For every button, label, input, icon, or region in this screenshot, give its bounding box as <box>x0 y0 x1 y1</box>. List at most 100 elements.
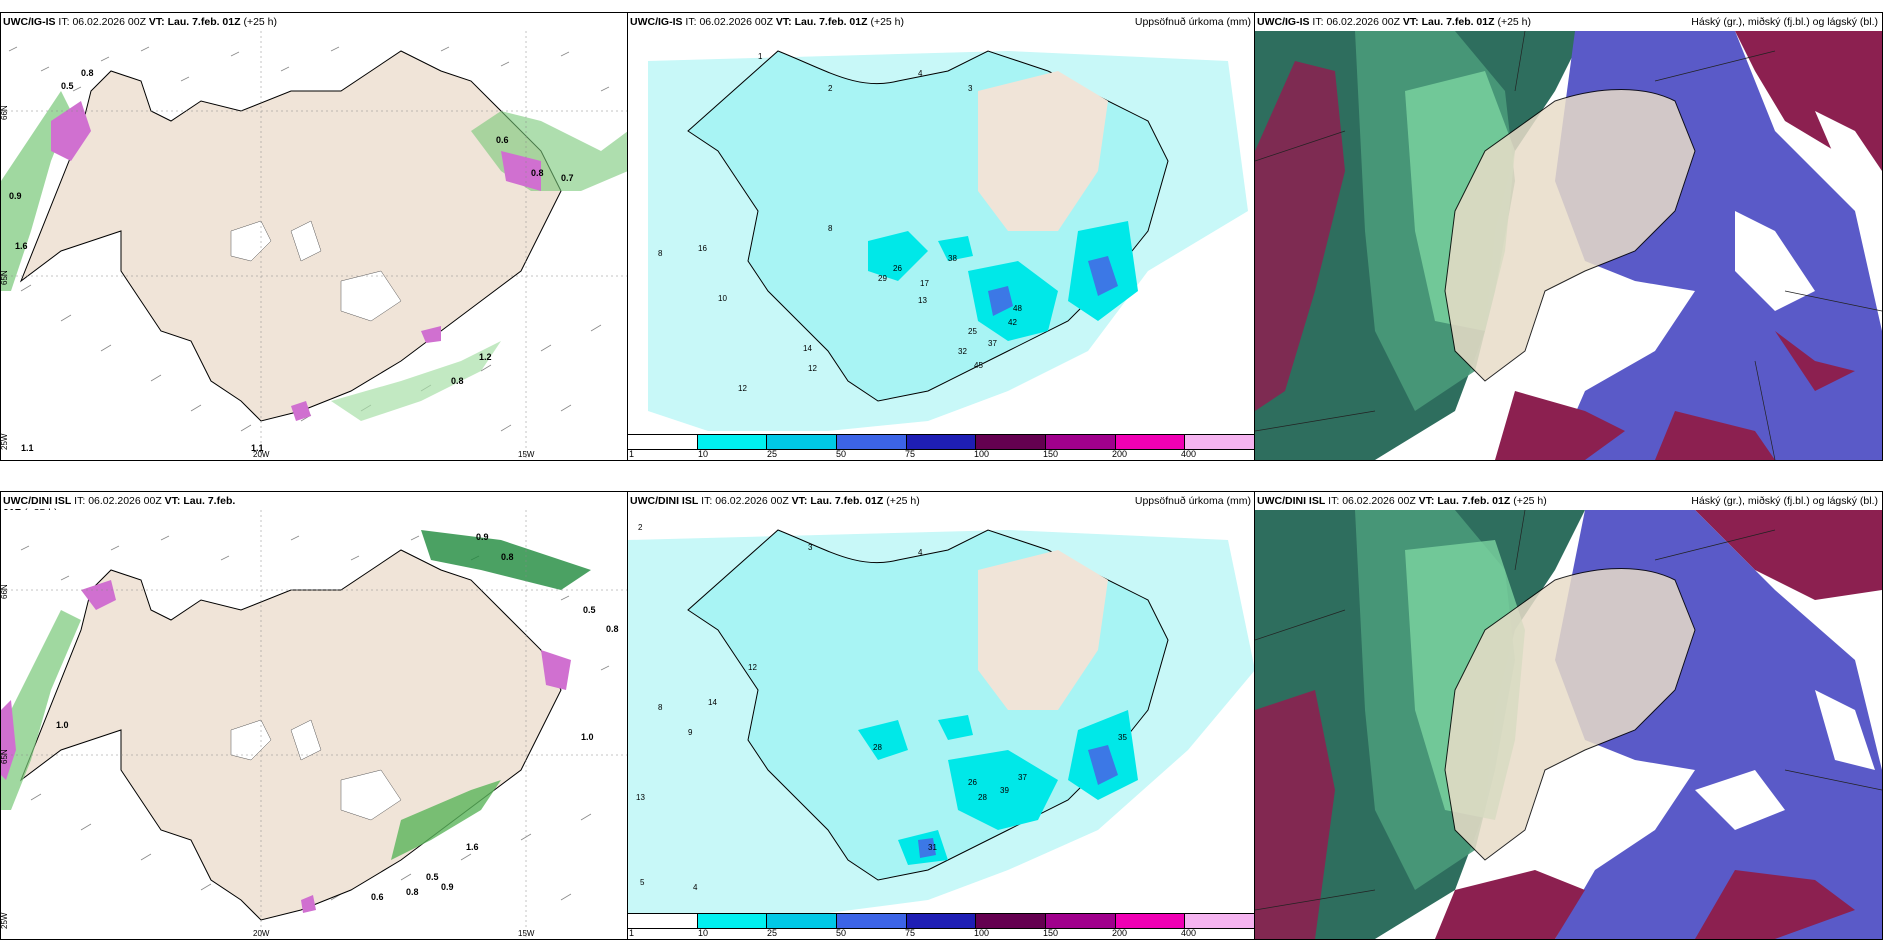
colorbar-cell <box>1185 435 1255 449</box>
precip-value: 32 <box>958 347 967 356</box>
wind-value: 1.1 <box>251 443 264 453</box>
lon-label-25: 25W <box>1 912 9 929</box>
panel-header: UWC/DINI ISL IT: 06.02.2026 00Z VT: Lau.… <box>1257 495 1547 507</box>
map-precip: 1 2 4 3 8 10 12 16 29 26 38 17 13 25 32 … <box>628 31 1255 434</box>
precip-value: 8 <box>658 249 663 258</box>
colorbar-tick: 50 <box>836 928 847 938</box>
wind-value: 0.6 <box>496 135 509 145</box>
precip-value: 16 <box>698 244 707 253</box>
precip-value: 31 <box>928 843 937 852</box>
precip-value: 48 <box>1013 304 1022 313</box>
colorbar-tick: 100 <box>974 449 990 459</box>
wind-value: 0.6 <box>371 892 384 902</box>
precip-value: 17 <box>920 279 929 288</box>
precip-value: 38 <box>948 254 957 263</box>
colorbar-cell <box>767 435 838 449</box>
wind-value: 1.1 <box>21 443 34 453</box>
precip-value: 4 <box>693 883 698 892</box>
colorbar-tick: 150 <box>1043 928 1059 938</box>
precip-value: 14 <box>708 698 717 707</box>
colorbar-cell <box>906 435 977 449</box>
colorbar-tick: 10 <box>698 928 709 938</box>
colorbar-tick: 50 <box>836 449 847 459</box>
colorbar-cell <box>837 435 907 449</box>
lat-label-66: 66N <box>1 105 9 120</box>
precip-value: 25 <box>968 327 977 336</box>
colorbar-tick: 75 <box>905 449 916 459</box>
precip-value: 5 <box>640 878 645 887</box>
precip-value: 9 <box>688 728 693 737</box>
wind-value: 1.6 <box>15 241 28 251</box>
precip-value: 2 <box>638 523 643 532</box>
map-wind: 66N 65N 25W 20W 15W 0.8 0.5 0.9 1.6 1.2 … <box>1 31 628 460</box>
colorbar-cell <box>697 435 768 449</box>
colorbar: 1 10 25 50 75 100 150 200 400 <box>628 913 1255 939</box>
precip-value: 10 <box>718 294 727 303</box>
wind-value: 0.5 <box>61 81 74 91</box>
precip-value: 45 <box>974 361 983 370</box>
colorbar-cell <box>628 914 698 928</box>
map-precip: 2 3 4 8 9 12 14 28 26 28 31 37 39 35 13 … <box>628 510 1255 913</box>
colorbar-tick: 10 <box>698 449 709 459</box>
precip-value: 13 <box>918 296 927 305</box>
map-wind: 66N 65N 25W 20W 15W 0.9 0.8 0.5 0.8 1.0 … <box>1 510 628 939</box>
colorbar-cell <box>906 914 977 928</box>
colorbar-cell <box>1046 435 1116 449</box>
precip-value: 1 <box>758 52 763 61</box>
precip-value: 12 <box>808 364 817 373</box>
precip-value: 8 <box>658 703 663 712</box>
panel-precip-dini: UWC/DINI ISL IT: 06.02.2026 00Z VT: Lau.… <box>627 491 1256 940</box>
precip-value: 28 <box>978 793 987 802</box>
wind-value: 1.2 <box>479 352 492 362</box>
colorbar-tick: 200 <box>1112 928 1128 938</box>
colorbar-cell <box>1046 914 1116 928</box>
lat-label-65: 65N <box>1 749 9 764</box>
colorbar-tick: 100 <box>974 928 990 938</box>
colorbar-tick: 400 <box>1181 928 1197 938</box>
precip-value: 37 <box>1018 773 1027 782</box>
lon-label-15: 15W <box>518 450 535 459</box>
precip-value: 37 <box>988 339 997 348</box>
colorbar-cell <box>1185 914 1255 928</box>
wind-value: 0.9 <box>476 532 489 542</box>
colorbar-tick: 200 <box>1112 449 1128 459</box>
colorbar-tick: 1 <box>629 928 635 938</box>
wind-value: 0.5 <box>583 605 596 615</box>
precip-value: 12 <box>748 663 757 672</box>
wind-value: 0.7 <box>561 173 574 183</box>
panel-subtitle: Uppsöfnuð úrkoma (mm) <box>1134 16 1251 28</box>
panel-header: UWC/IG-IS IT: 06.02.2026 00Z VT: Lau. 7.… <box>630 16 905 28</box>
lat-label-66: 66N <box>1 584 9 599</box>
precip-value: 26 <box>968 778 977 787</box>
colorbar-tick: 75 <box>905 928 916 938</box>
colorbar-tick: 25 <box>767 928 778 938</box>
wind-value: 1.0 <box>581 732 594 742</box>
precip-value: 8 <box>828 224 833 233</box>
colorbar-tick: 150 <box>1043 449 1059 459</box>
wind-value: 1.0 <box>56 720 69 730</box>
panel-precip-igis: UWC/IG-IS IT: 06.02.2026 00Z VT: Lau. 7.… <box>627 12 1256 461</box>
precip-value: 2 <box>828 84 833 93</box>
colorbar: 1 10 25 50 75 100 150 200 400 <box>628 434 1255 460</box>
wind-value: 0.8 <box>501 552 514 562</box>
panel-header: UWC/IG-IS IT: 06.02.2026 00Z VT: Lau. 7.… <box>1257 16 1532 28</box>
colorbar-tick: 1 <box>629 449 635 459</box>
panel-clouds-igis: UWC/IG-IS IT: 06.02.2026 00Z VT: Lau. 7.… <box>1254 12 1883 461</box>
precip-value: 4 <box>918 69 923 78</box>
map-clouds <box>1255 510 1882 939</box>
colorbar-tick: 25 <box>767 449 778 459</box>
precip-value: 3 <box>968 84 973 93</box>
precip-value: 26 <box>893 264 902 273</box>
precip-value: 42 <box>1008 318 1017 327</box>
precip-value: 29 <box>878 274 887 283</box>
colorbar-cell <box>1115 435 1186 449</box>
precip-value: 39 <box>1000 786 1009 795</box>
panel-subtitle: Háský (gr.), miðský (fj.bl.) og lágský (… <box>1691 16 1878 28</box>
wind-value: 0.8 <box>81 68 94 78</box>
panel-subtitle: Háský (gr.), miðský (fj.bl.) og lágský (… <box>1691 495 1878 507</box>
precip-value: 28 <box>873 743 882 752</box>
lat-label-65: 65N <box>1 270 9 285</box>
lon-label-15: 15W <box>518 929 535 938</box>
precip-value: 13 <box>636 793 645 802</box>
lon-label-25: 25W <box>1 433 9 450</box>
